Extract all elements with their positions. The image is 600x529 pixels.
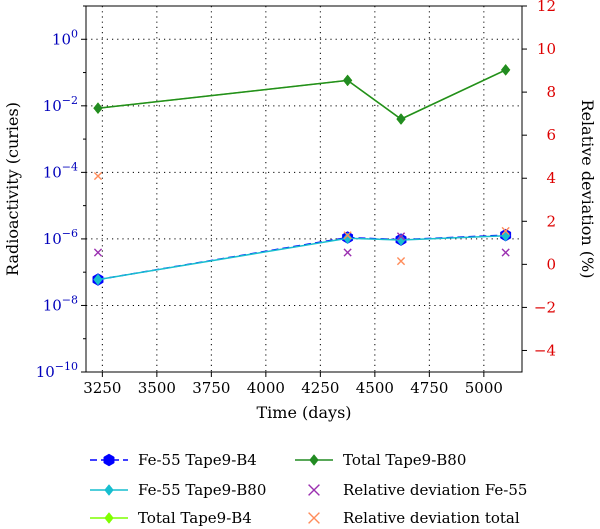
y-axis-title: Radioactivity (curies) [3,102,22,276]
data-point [500,64,511,76]
y2-tick-label: 2 [546,212,556,230]
legend-marker [309,454,319,466]
legend-label: Relative deviation total [343,509,520,527]
y-tick-label: 10−8 [43,293,78,314]
x-tick-label: 4750 [410,379,448,397]
y2-tick-label: −4 [534,341,556,359]
y2-tick-label: 8 [546,83,556,101]
legend-entry: Fe-55 Tape9-B80 [90,481,266,499]
x-tick-label: 3750 [192,379,230,397]
x-axis-title: Time (days) [256,403,351,422]
series-2 [93,64,511,125]
series-1 [93,229,511,286]
legend-entry: Relative deviation total [308,509,520,527]
series-line [97,69,507,120]
legend-label: Relative deviation Fe-55 [343,481,527,499]
data-point [93,248,103,257]
y2-tick-label: 0 [546,255,556,273]
y2-tick-label: 6 [546,126,556,144]
legend-marker [308,512,320,524]
y2-tick-label: −2 [534,298,556,316]
x-tick-label: 4500 [356,379,394,397]
x-tick-label: 4000 [247,379,285,397]
data-point [342,74,353,87]
legend: Fe-55 Tape9-B4 Fe-55 Tape9-B80 Total Tape9… [90,451,527,527]
plot-frame [85,5,523,373]
y-axis-left: 100 10−2 10−4 10−6 10−8 10−10 [36,5,86,381]
x-tick-label: 3500 [138,379,176,397]
legend-marker [104,512,114,524]
y2-tick-label: 4 [546,169,556,187]
legend-entry: Total Tape9-B80 [295,451,466,469]
y-tick-label: 10−6 [43,227,78,248]
data-point [396,257,406,266]
y2-tick-label: 10 [537,40,556,58]
x-tick-label: 4250 [301,379,339,397]
legend-marker [103,453,115,467]
legend-entry: Fe-55 Tape9-B4 [90,451,257,469]
legend-entry: Total Tape9-B4 [90,509,252,527]
data-point [93,273,103,286]
series-3 [93,64,511,125]
series-line [97,69,507,120]
legend-entry: Relative deviation Fe-55 [308,481,527,499]
y-axis-right: −4 −2 0 2 4 6 8 10 12 [522,0,556,359]
x-tick-label: 5000 [465,379,503,397]
legend-marker [308,484,320,496]
data-point [93,171,103,181]
data-point [396,113,406,125]
y-tick-label: 100 [52,27,78,48]
data-point [396,234,406,246]
data-point [93,102,103,115]
series-line [97,234,506,281]
data-point [343,231,352,240]
series-4 [93,232,510,257]
y2-tick-label: 12 [537,0,556,15]
y-tick-label: 10−2 [43,94,78,115]
legend-label: Fe-55 Tape9-B4 [138,451,257,469]
legend-label: Fe-55 Tape9-B80 [138,481,266,499]
data-point [396,232,406,241]
series-5 [93,171,510,266]
x-axis: 3250 3500 3750 4000 4250 4500 4750 5000 [83,372,503,397]
series-layer [92,64,512,286]
data-point [501,226,510,236]
legend-label: Total Tape9-B4 [138,509,252,527]
data-point [342,232,353,245]
series-line [97,234,506,281]
grid [86,6,522,373]
legend-label: Total Tape9-B80 [343,451,466,469]
x-tick-label: 3250 [83,379,121,397]
data-point [343,248,352,257]
y-tick-label: 10−10 [36,360,78,381]
y-tick-label: 10−4 [43,160,78,181]
y2-axis-title: Relative deviation (%) [578,100,597,279]
data-point [501,248,510,257]
legend-marker [104,484,114,496]
